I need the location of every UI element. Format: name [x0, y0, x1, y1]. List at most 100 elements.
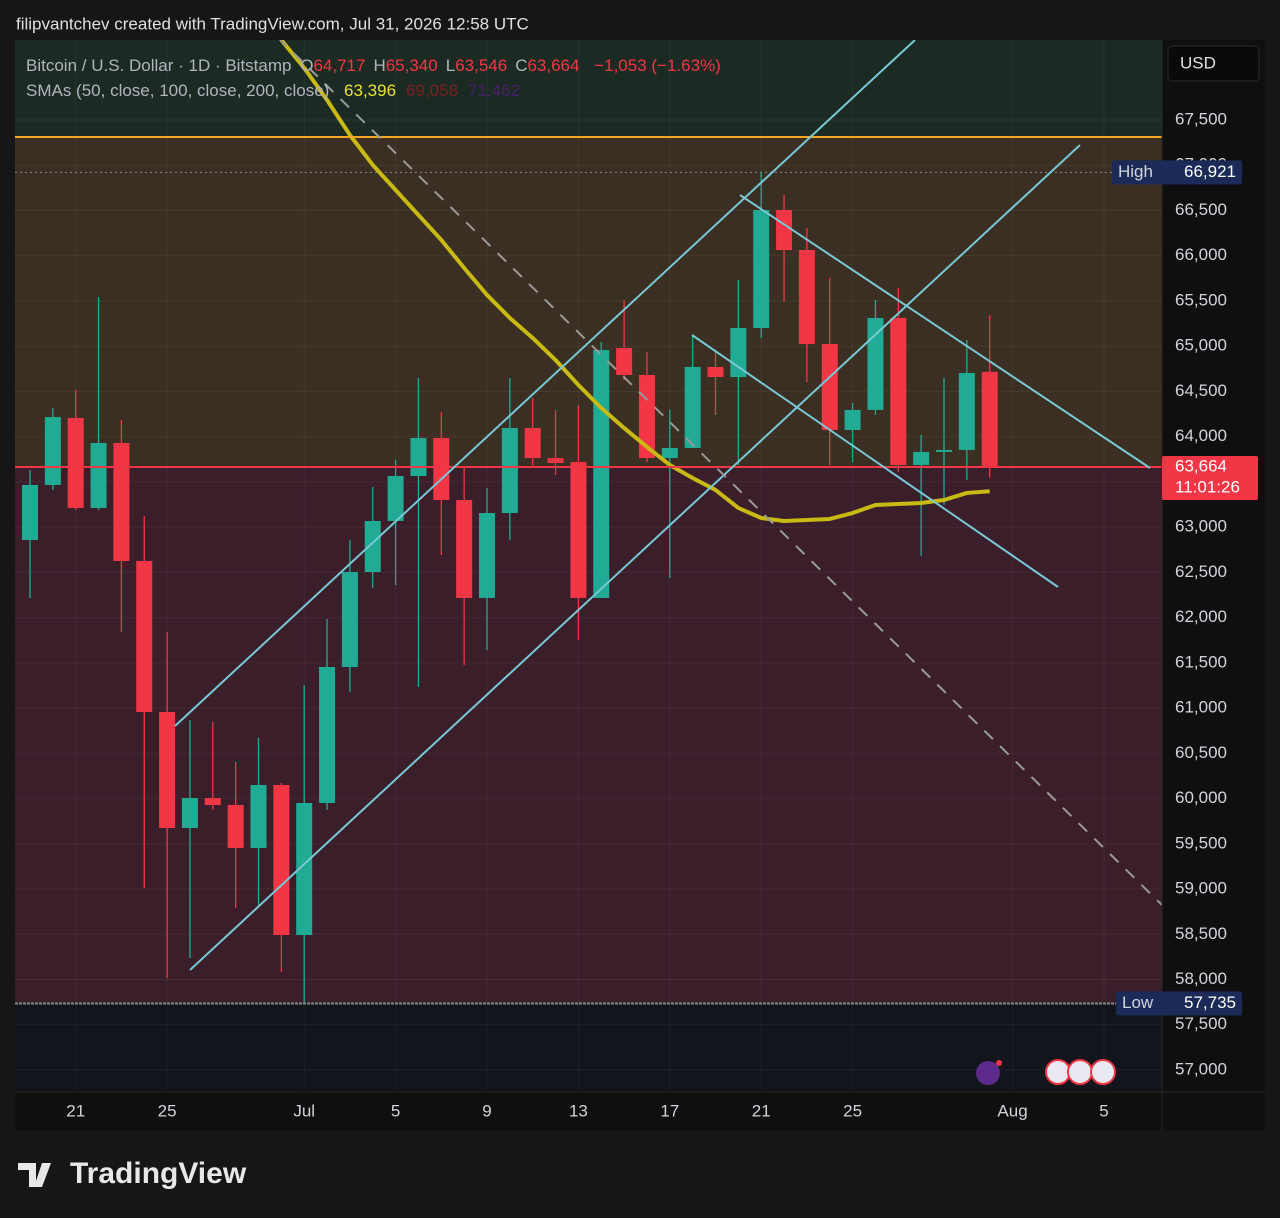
candle-body [913, 451, 930, 465]
candle-body [296, 803, 313, 936]
candle-body [707, 366, 724, 378]
y-tick-label: 61,500 [1175, 652, 1227, 671]
candle-body [890, 317, 907, 465]
zone-bottom [15, 1003, 1162, 1090]
candle-body [319, 667, 336, 804]
x-tick-label: 13 [569, 1101, 588, 1120]
x-tick-label: 25 [843, 1101, 862, 1120]
candle-body [844, 409, 861, 430]
candle-body [570, 461, 587, 598]
x-tick-label: Jul [293, 1101, 315, 1120]
candle-body [524, 427, 541, 459]
countdown-label: 11:01:26 [1175, 478, 1240, 497]
ohlc-value: 63,664 [527, 56, 580, 75]
candle-body [456, 499, 473, 598]
zone-top [15, 40, 1162, 137]
brand-logo: TradingView [18, 1157, 247, 1190]
descending-lower-line [691, 334, 1059, 588]
high-marker-label: High [1118, 162, 1153, 181]
change: −1,053 (−1.63%) [594, 56, 721, 75]
candle-body [684, 366, 701, 448]
channel-upper-line [174, 40, 916, 727]
candle-body [181, 798, 198, 828]
x-tick-label: 9 [482, 1101, 491, 1120]
last-price-badge [1162, 456, 1258, 501]
candle-body [593, 349, 610, 598]
header-text: filipvantchev created with TradingView.c… [16, 14, 529, 33]
ohlc-key: O [300, 56, 314, 75]
y-tick-label: 57,500 [1175, 1014, 1227, 1033]
candle-body [387, 476, 404, 521]
currency-label[interactable]: USD [1180, 53, 1216, 72]
ohlc-value: 64,717 [313, 56, 366, 75]
sma-line [279, 40, 990, 523]
sma-value: 63,396 [344, 81, 397, 100]
ohlc-key: H [373, 56, 386, 75]
y-tick-label: 58,500 [1175, 924, 1227, 943]
x-tick-label: 5 [1099, 1101, 1108, 1120]
candle-body [776, 210, 793, 250]
y-tick-label: 59,500 [1175, 833, 1227, 852]
flag-icon[interactable] [1045, 1059, 1071, 1085]
y-tick-label: 60,500 [1175, 743, 1227, 762]
y-tick-label: 66,500 [1175, 200, 1227, 219]
candle-body [136, 560, 153, 712]
y-tick-label: 62,000 [1175, 607, 1227, 626]
candle-body [753, 210, 770, 328]
x-tick-label: Aug [997, 1101, 1027, 1120]
symbol: Bitcoin / U.S. Dollar · 1D · Bitstamp [26, 56, 292, 75]
sma-value: 69,058 [406, 81, 459, 100]
candle-body [159, 711, 176, 828]
y-tick-label: 65,500 [1175, 290, 1227, 309]
candle-body [501, 427, 518, 514]
candle-body [616, 347, 633, 375]
candle-body [547, 458, 564, 463]
low-marker-badge [1116, 991, 1242, 1016]
candle-body [661, 447, 678, 459]
x-tick-label: 5 [391, 1101, 400, 1120]
logo-mark [18, 1163, 51, 1187]
icon [976, 1061, 1000, 1085]
last-price-label: 63,664 [1175, 457, 1227, 476]
flag-icon[interactable] [1067, 1059, 1093, 1085]
low-marker-value: 57,735 [1184, 993, 1236, 1012]
ohlc: O64,717 H65,340 L63,546 C63,664 [296, 56, 579, 75]
candle-body [227, 804, 244, 848]
y-tick-label: 63,000 [1175, 517, 1227, 536]
y-tick-label: 64,000 [1175, 426, 1227, 445]
flag-icon[interactable] [1090, 1059, 1116, 1085]
candle-body [433, 438, 450, 500]
candle-body [204, 798, 221, 805]
legend-row-sma: SMAs (50, close, 100, close, 200, close)… [26, 78, 721, 103]
ohlc-key: L [445, 56, 456, 75]
x-tick-label: 21 [752, 1101, 771, 1120]
candle-body [67, 418, 84, 508]
candle-body [867, 317, 884, 410]
channel-lower-line [189, 144, 1081, 971]
candle-body [798, 250, 815, 345]
high-marker-value: 66,921 [1184, 162, 1236, 181]
candle-body [981, 371, 998, 468]
currency-button[interactable] [1167, 45, 1260, 82]
candle-body [410, 438, 427, 477]
candle-body [341, 572, 358, 668]
y-tick-label: 65,000 [1175, 336, 1227, 355]
descending-upper-line [739, 194, 1151, 469]
low-marker-label: Low [1122, 993, 1154, 1012]
candle-body [250, 784, 267, 848]
candle-body [90, 442, 107, 508]
legend: Bitcoin / U.S. Dollar · 1D · Bitstamp O6… [26, 53, 721, 103]
x-tick-label: 25 [158, 1101, 177, 1120]
candle-body [364, 520, 381, 573]
y-tick-label: 59,000 [1175, 879, 1227, 898]
candle-body [44, 417, 61, 485]
sma-label: SMAs (50, close, 100, close, 200, close) [26, 81, 330, 100]
y-tick-label: 62,500 [1175, 562, 1227, 581]
candle-body [273, 784, 290, 936]
x-tick-label: 17 [660, 1101, 679, 1120]
zone-lower [15, 468, 1162, 1003]
y-tick-label: 64,500 [1175, 381, 1227, 400]
y-tick-label: 66,000 [1175, 245, 1227, 264]
